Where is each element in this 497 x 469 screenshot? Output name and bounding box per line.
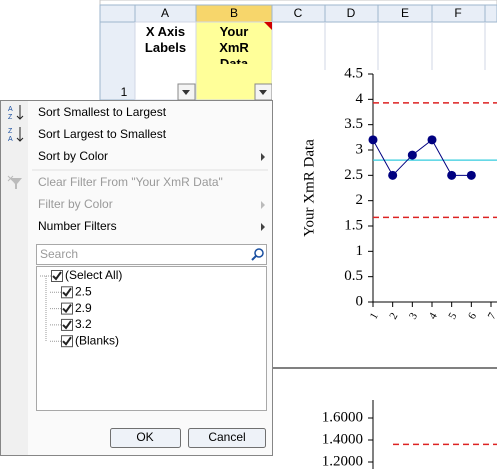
menu-item[interactable]: Sort by Color — [38, 149, 108, 163]
y-tick-label: 1.4000 — [322, 431, 363, 447]
data-point — [368, 135, 378, 145]
data-point — [427, 135, 437, 145]
cell-text: Your XmR Data — [219, 24, 249, 64]
svg-text:A: A — [8, 136, 13, 143]
y-tick-label: 4.5 — [344, 65, 363, 81]
y-tick-label: 2.5 — [344, 167, 363, 183]
button-label[interactable]: Cancel — [208, 430, 245, 444]
menu-item[interactable]: Number Filters — [38, 219, 117, 233]
column-letter: A — [161, 6, 169, 20]
column-letter: B — [230, 6, 238, 20]
comment-marker — [264, 22, 272, 30]
x-tick-label: 3 — [407, 310, 420, 321]
search-placeholder: Search — [40, 247, 78, 261]
y-tick-label: 0.5 — [344, 268, 363, 284]
list-item: 2.9 — [75, 301, 92, 315]
y-tick-label: 4 — [356, 91, 364, 107]
list-items: (Select All) 2.5 2.9 3.2 (Blanks) — [40, 268, 122, 347]
top-row — [99, 0, 497, 6]
menu-gutter — [1, 101, 28, 455]
submenu-arrow — [261, 153, 265, 161]
submenu-arrow — [261, 201, 265, 209]
x-tick-label: 5 — [446, 310, 459, 321]
value-list — [36, 266, 267, 411]
cell-label: Your XmR Data — [219, 24, 249, 64]
checkmark — [62, 304, 72, 314]
cell-text: X Axis Labels — [144, 24, 187, 55]
y-tick-label: 3 — [356, 141, 364, 157]
menu-item-disabled: Filter by Color — [38, 197, 113, 211]
sort-desc-icon: ZA — [8, 127, 24, 143]
y-tick-label: 0 — [356, 293, 364, 309]
checkmark — [62, 287, 72, 297]
window-area — [0, 0, 100, 100]
list-item: 3.2 — [75, 317, 92, 331]
submenu-arrow — [261, 223, 265, 231]
data-point — [466, 170, 476, 180]
grid — [324, 22, 486, 70]
list-item: 2.5 — [75, 284, 92, 298]
menu-item-disabled: Clear Filter From "Your XmR Data" — [38, 175, 223, 189]
checkmark — [52, 271, 62, 281]
y-tick-label: 1.6000 — [322, 409, 363, 425]
column-letter: E — [401, 6, 409, 20]
row-header — [99, 21, 136, 101]
filter-menu: AZ ZA Sort Smallest to Largest Sort Larg… — [0, 100, 273, 456]
column-letter: C — [294, 6, 303, 20]
data-point — [447, 170, 457, 180]
filter-button[interactable] — [177, 83, 196, 101]
svg-text:Z: Z — [8, 114, 13, 121]
y-tick-label: 2 — [356, 192, 364, 208]
x-tick-label: 6 — [466, 310, 479, 321]
y-tick-label: 1.5 — [344, 217, 363, 233]
svg-text:A: A — [8, 106, 13, 113]
button-label[interactable]: OK — [136, 430, 153, 444]
ok-button[interactable]: OK — [110, 428, 181, 448]
menu-item[interactable]: Sort Smallest to Largest — [38, 105, 167, 119]
column-letter: D — [347, 6, 356, 20]
list-item: (Blanks) — [75, 333, 119, 347]
clear-filter-icon — [7, 175, 22, 189]
cell-label: X Axis Labels — [144, 24, 187, 55]
y-tick-label: 1.2000 — [322, 453, 363, 469]
x-tick-label: 1 — [368, 311, 381, 322]
search-icon — [251, 248, 264, 261]
filter-button[interactable] — [254, 83, 273, 101]
x-tick-label: 2 — [387, 311, 400, 322]
chart-area — [272, 70, 497, 469]
svg-text:Z: Z — [8, 128, 13, 135]
y-tick-label: 1 — [356, 243, 364, 259]
y-axis-label: Your XmR Data — [301, 139, 317, 237]
y-tick-label: 3.5 — [344, 116, 363, 132]
menu-item[interactable]: Sort Largest to Smallest — [38, 127, 167, 141]
data-point — [388, 170, 398, 180]
checkmark — [62, 320, 72, 330]
cancel-button[interactable]: Cancel — [188, 428, 266, 448]
column-letter: F — [454, 6, 461, 20]
list-item: (Select All) — [65, 268, 122, 282]
sort-asc-icon: AZ — [8, 105, 24, 121]
col-header-dividers — [134, 5, 486, 22]
search-box[interactable] — [36, 244, 267, 265]
row-number: 1 — [121, 85, 128, 99]
x-tick-label: 7 — [486, 310, 497, 321]
x-tick-label: 4 — [427, 310, 440, 321]
checkmark — [62, 336, 72, 346]
data-point — [407, 150, 417, 160]
